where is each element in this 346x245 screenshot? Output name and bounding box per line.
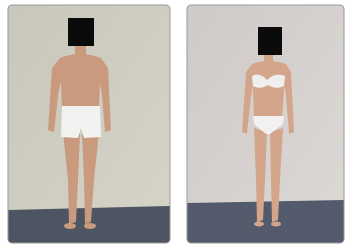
- right-photo: [187, 5, 344, 243]
- right-foot: [84, 223, 96, 229]
- left-foot: [254, 222, 264, 227]
- left-foot: [64, 223, 76, 229]
- right-foot: [271, 222, 281, 227]
- face-mask: [258, 27, 282, 55]
- page: [0, 0, 346, 245]
- torso: [252, 61, 286, 118]
- face-mask: [68, 18, 94, 46]
- floor: [188, 200, 344, 243]
- torso: [60, 54, 101, 108]
- left-photo: [8, 5, 170, 243]
- screenshot: [0, 0, 346, 245]
